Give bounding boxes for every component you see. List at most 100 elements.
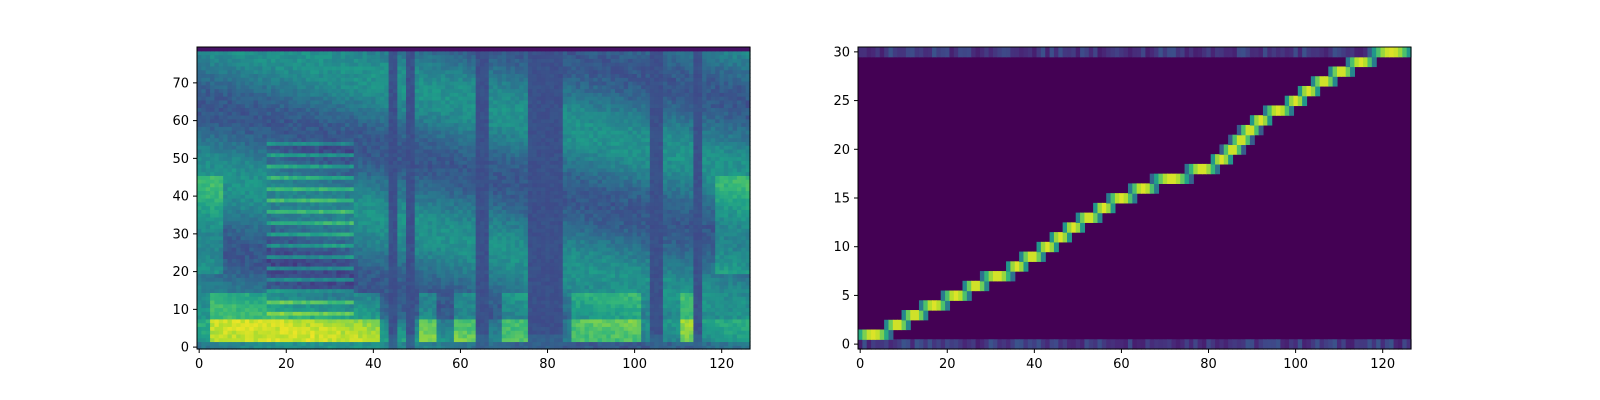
spectrogram-cell	[353, 337, 359, 343]
spectrogram-cell	[680, 337, 686, 343]
spectrogram-cell	[358, 254, 364, 260]
spectrogram-cell	[279, 322, 285, 327]
spectrogram-cell	[362, 213, 368, 218]
spectrogram-cell	[227, 258, 233, 263]
spectrogram-cell	[353, 322, 359, 327]
spectrogram-cell	[436, 292, 442, 297]
spectrogram-cell	[580, 341, 586, 346]
spectrogram-cell	[318, 198, 324, 203]
spectrogram-cell	[723, 281, 729, 286]
spectrogram-cell	[710, 235, 716, 241]
spectrogram-cell	[506, 247, 512, 252]
spectrogram-cell	[580, 262, 586, 267]
spectrogram-cell	[597, 247, 603, 252]
spectrogram-cell	[658, 269, 664, 275]
spectrogram-cell	[336, 299, 342, 305]
spectrogram-cell	[353, 345, 359, 350]
spectrogram-cell	[501, 292, 507, 297]
spectrogram-cell	[358, 341, 364, 346]
spectrogram-cell	[318, 322, 324, 327]
spectrogram-cell	[432, 333, 438, 339]
spectrogram-cell	[667, 296, 673, 301]
spectrogram-cell	[532, 220, 538, 226]
spectrogram-cell	[362, 322, 368, 327]
spectrogram-cell	[536, 315, 542, 320]
spectrogram-cell	[536, 247, 542, 252]
spectrogram-cell	[510, 333, 516, 339]
spectrogram-cell	[218, 292, 224, 297]
spectrogram-cell	[227, 281, 233, 286]
spectrogram-cell	[549, 273, 555, 278]
spectrogram-cell	[223, 292, 229, 297]
spectrogram-cell	[453, 296, 459, 301]
spectrogram-cell	[266, 198, 272, 203]
spectrogram-cell	[736, 318, 742, 324]
spectrogram-cell	[497, 296, 503, 301]
spectrogram-cell	[271, 292, 276, 297]
spectrogram-cell	[488, 224, 494, 229]
spectrogram-cell	[266, 216, 272, 222]
spectrogram-cell	[353, 247, 359, 252]
spectrogram-cell	[205, 299, 211, 305]
spectrogram-cell	[675, 250, 681, 256]
spectrogram-cell	[697, 288, 703, 293]
spectrogram-cell	[728, 326, 734, 331]
spectrogram-cell	[501, 326, 507, 331]
spectrogram-cell	[588, 341, 594, 346]
spectrogram-cell	[305, 228, 311, 233]
spectrogram-cell	[623, 228, 629, 233]
spectrogram-cell	[723, 337, 729, 343]
spectrogram-cell	[253, 262, 259, 267]
spectrogram-cell	[362, 277, 368, 282]
spectrogram-cell	[475, 235, 481, 241]
spectrogram-cell	[371, 322, 377, 327]
spectrogram-cell	[697, 243, 703, 248]
spectrogram-cell	[236, 284, 242, 290]
spectrogram-cell	[675, 284, 681, 290]
spectrogram-cell	[271, 288, 276, 293]
spectrogram-cell	[623, 201, 629, 207]
spectrogram-cell	[628, 299, 634, 305]
spectrogram-cell	[223, 235, 229, 241]
spectrogram-cell	[462, 315, 468, 320]
spectrogram-cell	[632, 345, 638, 350]
spectrogram-cell	[471, 277, 477, 282]
spectrogram-cell	[297, 337, 303, 343]
spectrogram-cell	[632, 296, 638, 301]
spectrogram-cell	[375, 228, 381, 233]
spectrogram-cell	[628, 216, 634, 222]
spectrogram-cell	[271, 254, 276, 260]
spectrogram-cell	[240, 326, 246, 331]
spectrogram-cell	[471, 235, 477, 241]
spectrogram-cell	[593, 288, 599, 293]
spectrogram-cell	[458, 254, 464, 260]
spectrogram-cell	[580, 299, 586, 305]
spectrogram-cell	[671, 254, 677, 260]
spectrogram-cell	[719, 265, 725, 271]
spectrogram-cell	[641, 311, 647, 316]
spectrogram-cell	[501, 277, 507, 282]
spectrogram-cell	[388, 254, 394, 260]
spectrogram-cell	[249, 262, 255, 267]
spectrogram-cell	[736, 213, 742, 218]
spectrogram-cell	[223, 299, 229, 305]
spectrogram-cell	[266, 243, 272, 248]
spectrogram-cell	[667, 307, 673, 312]
spectrogram-cell	[301, 254, 307, 260]
spectrogram-cell	[484, 235, 490, 241]
spectrogram-cell	[266, 284, 272, 290]
spectrogram-cell	[197, 250, 202, 256]
spectrogram-cell	[449, 205, 455, 210]
spectrogram-cell	[475, 296, 481, 301]
spectrogram-cell	[632, 254, 638, 260]
spectrogram-cell	[671, 205, 677, 210]
spectrogram-cell	[244, 243, 250, 248]
spectrogram-cell	[519, 254, 525, 260]
spectrogram-cell	[445, 250, 451, 256]
spectrogram-cell	[649, 258, 655, 263]
spectrogram-cell	[414, 231, 420, 237]
spectrogram-cell	[684, 322, 690, 327]
spectrogram-cell	[654, 322, 660, 327]
spectrogram-cell	[488, 277, 494, 282]
spectrogram-cell	[641, 205, 647, 210]
